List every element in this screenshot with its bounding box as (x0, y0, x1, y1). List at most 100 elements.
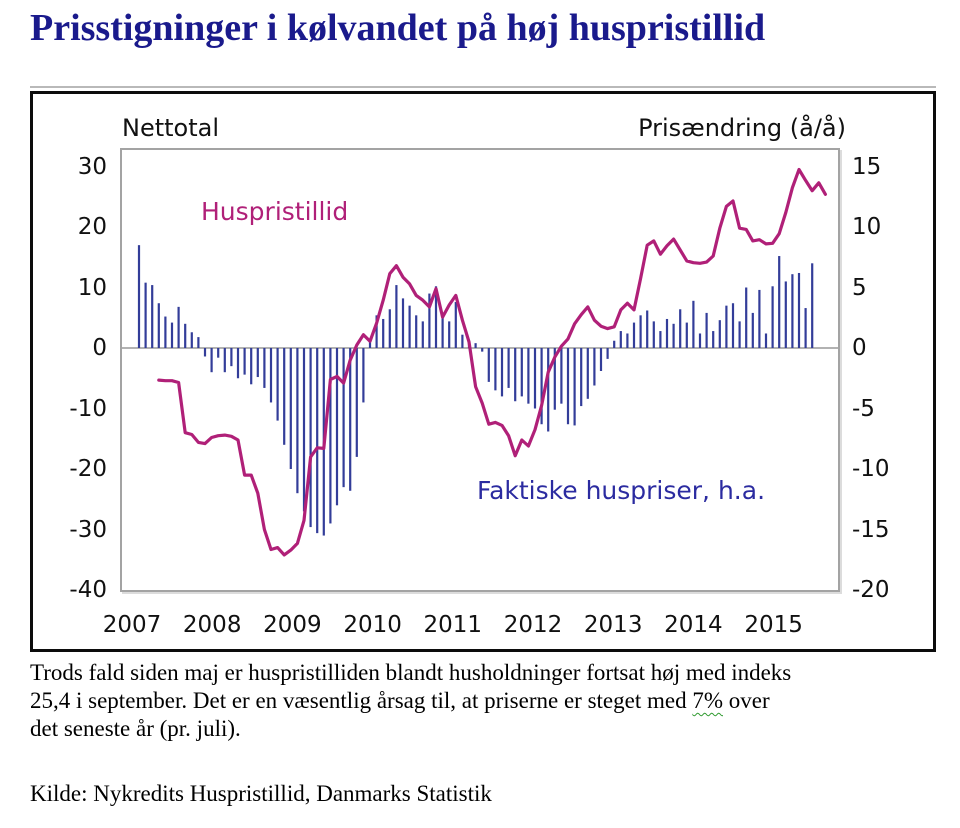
right-axis-tick-label: 10 (852, 214, 882, 240)
caption-line2-pre: 25,4 i september. Det er en væsentlig år… (30, 688, 693, 713)
bar-faktiske-huspriser (738, 321, 741, 348)
bar-faktiske-huspriser (632, 322, 636, 348)
x-axis-year-label: 2012 (503, 612, 563, 638)
bar-faktiske-huspriser (698, 333, 702, 348)
bar-faktiske-huspriser (527, 348, 530, 404)
bar-faktiske-huspriser (382, 318, 385, 348)
bar-faktiske-huspriser (448, 321, 451, 348)
bar-faktiske-huspriser (236, 348, 240, 379)
bar-faktiske-huspriser (342, 348, 345, 488)
bar-faktiske-huspriser (725, 305, 728, 348)
bar-faktiske-huspriser (276, 348, 279, 421)
bar-faktiske-huspriser (764, 333, 768, 348)
bar-faktiske-huspriser (421, 321, 424, 348)
bar-faktiske-huspriser (573, 348, 576, 426)
bar-faktiske-huspriser (566, 348, 570, 425)
bar-faktiske-huspriser (157, 303, 160, 348)
bar-faktiske-huspriser (144, 282, 147, 348)
bar-faktiske-huspriser (685, 322, 688, 348)
bar-faktiske-huspriser (520, 348, 523, 397)
bar-faktiske-huspriser (646, 310, 649, 348)
bar-faktiske-huspriser (289, 348, 292, 469)
bar-faktiske-huspriser (309, 348, 312, 528)
bar-faktiske-huspriser (692, 300, 695, 348)
right-axis-tick-label: 0 (852, 335, 867, 361)
plot-area-border (120, 148, 840, 592)
bar-faktiske-huspriser (507, 348, 510, 388)
bar-faktiske-huspriser (441, 316, 444, 348)
bar-faktiske-huspriser (533, 348, 537, 409)
x-axis-year-label: 2010 (343, 612, 402, 638)
caption-line1: Trods fald siden maj er huspristilliden … (30, 660, 792, 685)
right-axis-title: Prisændring (å/å) (638, 114, 846, 142)
bar-faktiske-huspriser (613, 340, 616, 348)
bar-faktiske-huspriser (349, 348, 352, 491)
right-axis-tick-label: -20 (852, 577, 890, 603)
left-axis-tick-label: 0 (92, 335, 107, 361)
left-axis-tick-label: 20 (77, 214, 107, 240)
bar-faktiske-huspriser (375, 315, 378, 348)
bar-faktiske-huspriser (408, 305, 411, 348)
x-axis-year-label: 2013 (583, 612, 643, 638)
bar-faktiske-huspriser (203, 348, 207, 357)
bar-faktiske-huspriser (243, 348, 246, 375)
bar-faktiske-huspriser (217, 348, 220, 358)
bar-faktiske-huspriser (791, 274, 794, 348)
bar-faktiske-huspriser (665, 318, 669, 348)
right-axis-tick-label: -15 (852, 516, 890, 543)
bar-faktiske-huspriser (368, 341, 372, 348)
bar-faktiske-huspriser (500, 348, 504, 397)
x-axis-year-label: 2009 (263, 612, 322, 638)
bar-faktiske-huspriser (263, 348, 266, 388)
bar-faktiske-huspriser (395, 285, 398, 348)
horizontal-rule (30, 86, 936, 88)
bar-faktiske-huspriser (599, 348, 603, 371)
caption-line2-post: over (723, 688, 770, 713)
bar-faktiske-huspriser (639, 315, 642, 348)
left-axis-tick-label: 30 (77, 153, 107, 180)
line-huspristillid (157, 167, 828, 557)
bar-faktiske-huspriser (197, 337, 200, 348)
bar-faktiske-huspriser (751, 312, 754, 348)
bar-faktiske-huspriser (256, 348, 259, 378)
line-series-label: Huspristillid (201, 197, 349, 226)
bar-faktiske-huspriser (355, 348, 358, 457)
bar-faktiske-huspriser (731, 303, 735, 348)
bar-faktiske-huspriser (778, 256, 781, 348)
bar-faktiske-huspriser (474, 343, 477, 348)
bar-faktiske-huspriser (494, 348, 497, 391)
chart-plot (122, 167, 838, 557)
bar-faktiske-huspriser (296, 348, 299, 494)
bar-faktiske-huspriser (784, 281, 787, 348)
bar-faktiske-huspriser (652, 321, 655, 348)
x-axis-year-label: 2011 (423, 612, 483, 638)
bar-faktiske-huspriser (329, 348, 332, 524)
bar-faktiske-huspriser (619, 331, 622, 348)
bar-faktiske-huspriser (811, 263, 814, 348)
bar-faktiske-huspriser (177, 306, 180, 348)
right-axis-tick-label: -10 (852, 456, 890, 482)
bar-faktiske-huspriser (454, 302, 457, 348)
bar-faktiske-huspriser (415, 315, 418, 348)
bar-faktiske-huspriser (335, 348, 339, 506)
left-axis-tick-label: -40 (69, 577, 107, 603)
bar-faktiske-huspriser (606, 348, 609, 359)
bar-faktiske-huspriser (190, 332, 193, 348)
right-axis-tick-label: 5 (852, 274, 867, 301)
bar-series-label: Faktiske huspriser, h.a. (477, 476, 766, 505)
bar-faktiske-huspriser (745, 287, 748, 348)
bar-faktiske-huspriser (388, 309, 391, 348)
bar-faktiske-huspriser (540, 348, 543, 425)
bar-faktiske-huspriser (771, 286, 774, 348)
left-axis-tick-label: -20 (69, 456, 107, 482)
bar-faktiske-huspriser (210, 348, 213, 373)
bar-faktiske-huspriser (302, 348, 306, 512)
bar-faktiske-huspriser (797, 272, 801, 348)
bar-faktiske-huspriser (283, 348, 286, 445)
caption-pct-highlight: 7% (692, 688, 723, 713)
page-title: Prisstigninger i kølvandet på høj huspri… (30, 7, 766, 49)
source-text: Kilde: Nykredits Huspristillid, Danmarks… (30, 781, 492, 806)
bar-faktiske-huspriser (137, 245, 141, 348)
bar-faktiske-huspriser (269, 348, 273, 403)
x-axis-year-label: 2007 (102, 612, 162, 638)
